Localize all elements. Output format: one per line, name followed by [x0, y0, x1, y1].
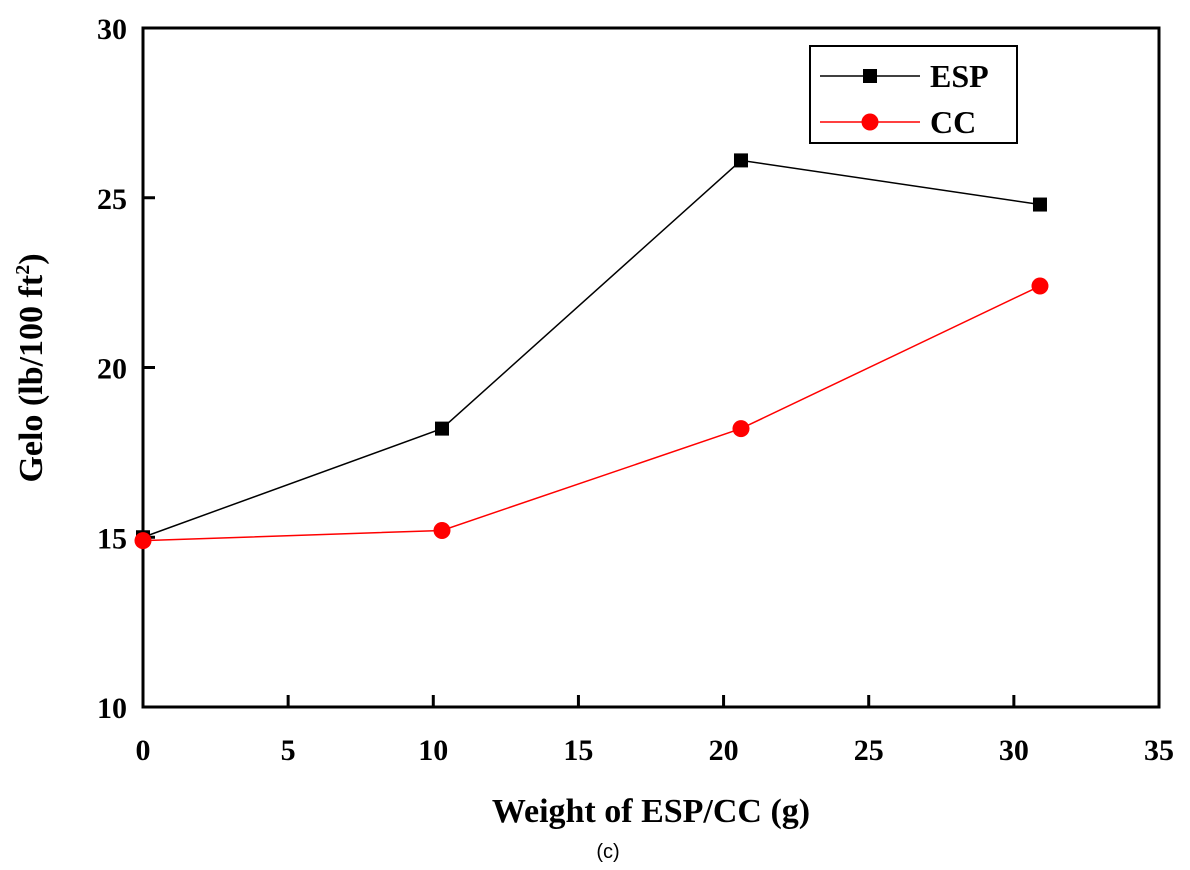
x-tick-label: 20 — [709, 734, 739, 767]
x-tick-label: 25 — [854, 734, 884, 767]
y-tick-label: 15 — [97, 522, 127, 555]
legend-esp-label: ESP — [930, 58, 989, 94]
y-axis-title-group: Gelo (lb/100 ft2) — [12, 253, 50, 482]
legend-esp-marker — [863, 69, 877, 83]
data-point-esp — [434, 421, 449, 436]
x-tick-label: 35 — [1144, 734, 1174, 767]
x-axis-title: Weight of ESP/CC (g) — [492, 793, 810, 830]
y-tick-label: 10 — [97, 692, 127, 725]
y-axis-title-main: Gelo (lb/100 ft — [13, 274, 50, 482]
data-point-cc — [732, 420, 750, 438]
x-tick-label: 0 — [136, 734, 151, 767]
x-tick-label: 30 — [999, 734, 1029, 767]
x-tick-label: 10 — [418, 734, 448, 767]
data-point-esp — [733, 153, 748, 168]
legend-cc-label: CC — [930, 104, 976, 140]
x-tick-label: 5 — [281, 734, 296, 767]
series-layer — [134, 153, 1049, 550]
y-axis-title-superscript: 2 — [12, 265, 34, 275]
y-tick-label: 20 — [97, 353, 127, 386]
data-point-cc — [433, 521, 451, 539]
y-axis-title-tail: ) — [13, 253, 50, 264]
data-point-cc — [1031, 277, 1049, 295]
y-tick-label: 30 — [97, 13, 127, 46]
series-line-esp — [142, 159, 1041, 538]
y-tick-label: 25 — [97, 183, 127, 216]
data-point-esp — [1032, 197, 1047, 212]
legend: ESP CC — [809, 45, 1018, 144]
series-line-cc — [142, 285, 1041, 542]
axis-ticks: 0 5 10 15 20 25 30 35 10 15 20 25 30 — [97, 13, 1174, 767]
legend-frame — [809, 45, 1018, 144]
legend-cc-marker — [861, 113, 879, 131]
y-axis-title: Gelo (lb/100 ft2) — [12, 253, 50, 482]
data-point-cc — [134, 532, 152, 550]
x-tick-label: 15 — [563, 734, 593, 767]
figure-caption: (c) — [596, 841, 619, 863]
